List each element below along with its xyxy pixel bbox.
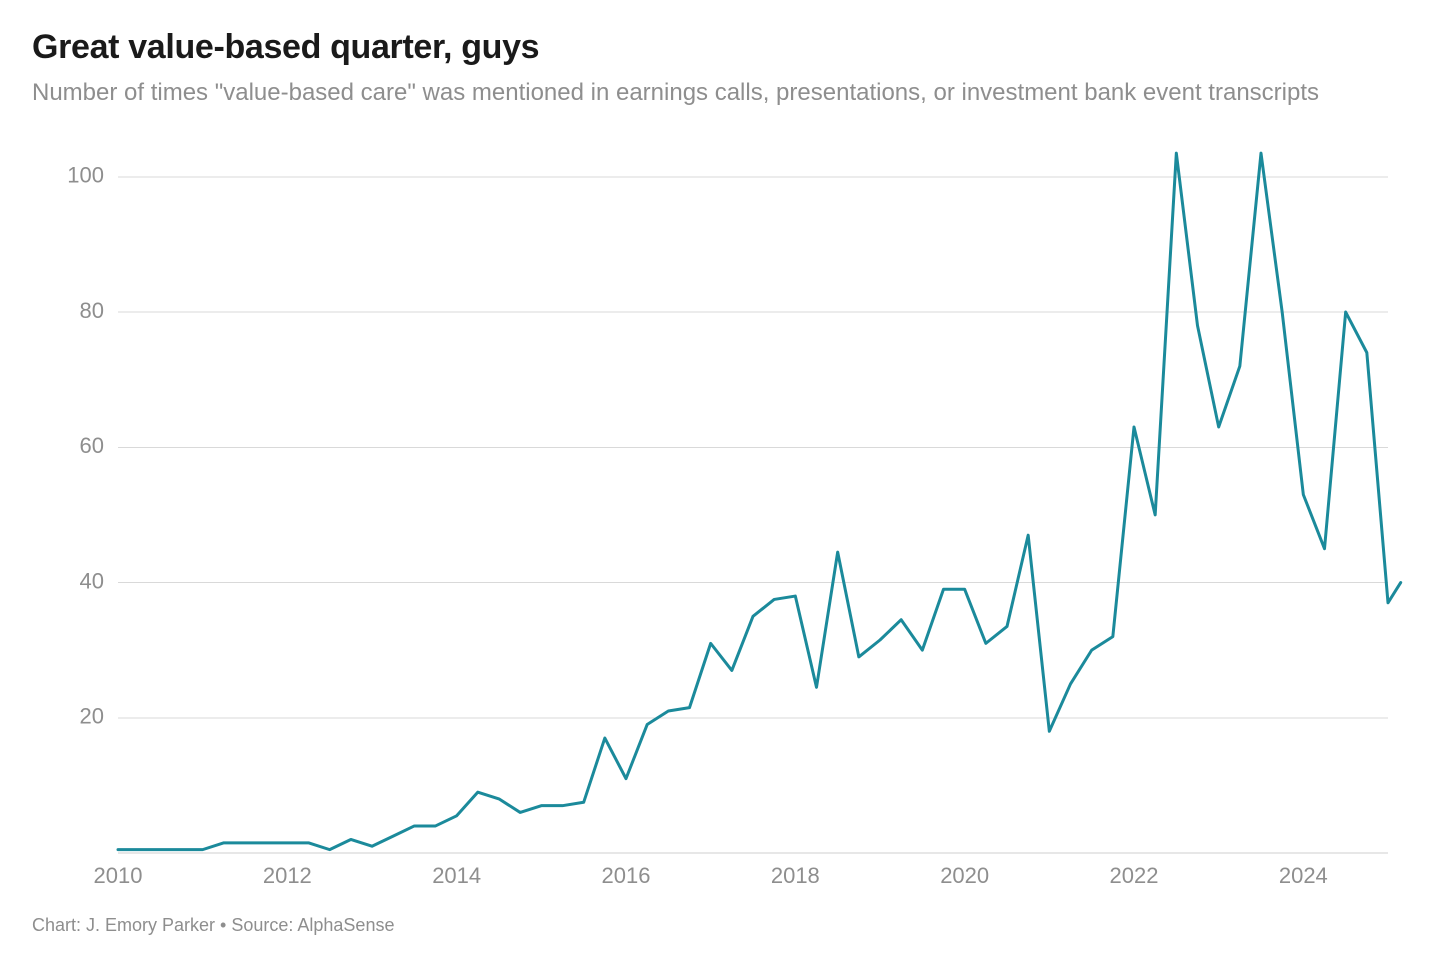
chart-area: 20 40 60 80 100 2010 2012 2014 2016 2018 2020 2022 2… bbox=[32, 133, 1408, 897]
y-tick-label: 40 bbox=[80, 569, 104, 594]
chart-title: Great value-based quarter, guys bbox=[32, 28, 1408, 67]
x-tick-label: 2010 bbox=[94, 863, 143, 888]
x-tick-label: 2020 bbox=[940, 863, 989, 888]
y-tick-label: 80 bbox=[80, 298, 104, 323]
x-tick-label: 2014 bbox=[432, 863, 481, 888]
x-tick-label: 2016 bbox=[602, 863, 651, 888]
line-chart-svg: 20 40 60 80 100 2010 2012 2014 2016 2018 2020 2022 2… bbox=[32, 133, 1408, 897]
x-tick-label: 2012 bbox=[263, 863, 312, 888]
x-tick-label: 2022 bbox=[1110, 863, 1159, 888]
x-tick-label: 2018 bbox=[771, 863, 820, 888]
chart-footer: Chart: J. Emory Parker • Source: AlphaSe… bbox=[32, 915, 1408, 936]
x-tick-label: 2024 bbox=[1279, 863, 1328, 888]
chart-subtitle: Number of times "value-based care" was m… bbox=[32, 77, 1408, 109]
y-tick-label: 100 bbox=[67, 163, 104, 188]
y-tick-label: 60 bbox=[80, 433, 104, 458]
y-tick-label: 20 bbox=[80, 704, 104, 729]
series-line bbox=[118, 154, 1401, 850]
